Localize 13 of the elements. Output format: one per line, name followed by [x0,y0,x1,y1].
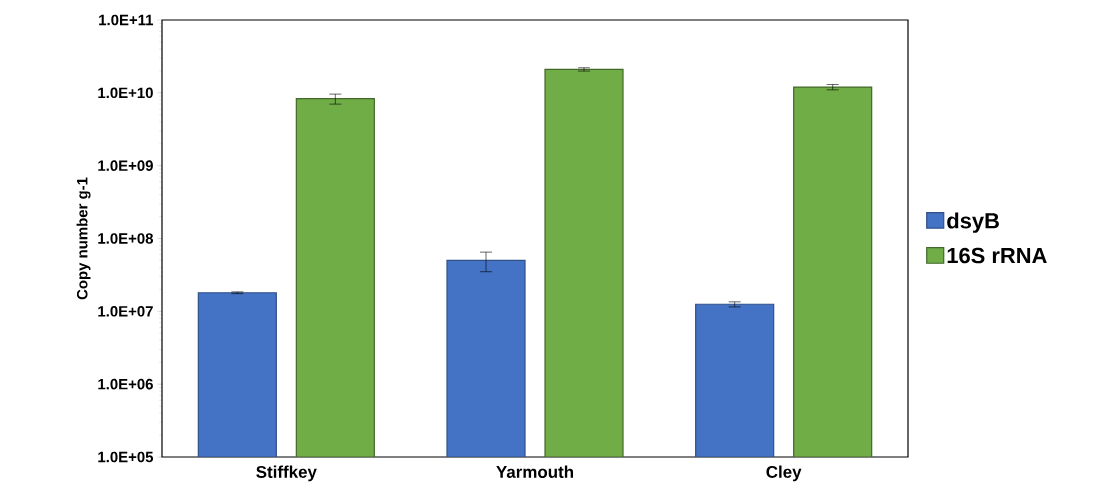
x-tick-label: Cley [766,465,802,482]
x-tick-label: Stiffkey [256,465,317,482]
y-tick-label: 1.0E+11 [99,14,154,26]
y-axis-title: Copy number g-1 [76,177,91,300]
legend-label: 16S rRNA [947,247,1047,264]
y-tick-label: 1.0E+07 [98,306,153,317]
x-tick-label: Yarmouth [496,465,574,478]
y-tick-label: 1.0E+06 [98,378,153,390]
y-tick-label: 1.0E+08 [98,233,154,244]
y-tick-label: 1.0E+09 [98,160,153,171]
legend-label: dsyB [947,212,999,233]
y-tick-label: 1.0E+05 [98,451,154,463]
y-tick-label: 1.0E+10 [98,87,153,99]
